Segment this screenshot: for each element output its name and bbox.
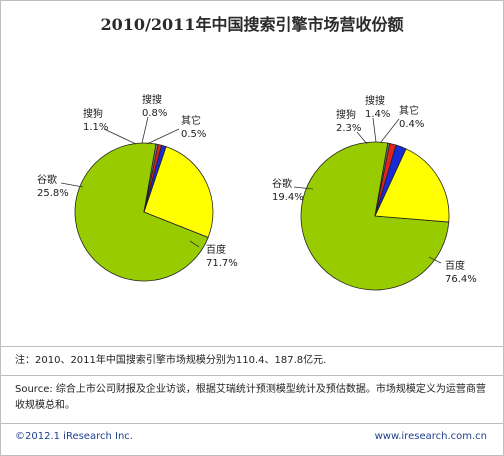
pie-slice-4 (374, 142, 391, 217)
pie-slice-1 (374, 148, 450, 223)
slice-label-3: 搜搜 (365, 94, 385, 107)
leader-line-1 (293, 186, 314, 190)
note-text: 注：2010、2011年中国搜索引擎市场规模分别为110.4、187.8亿元. (15, 355, 327, 366)
pie-charts: 百度 71.7% 谷歌 25.8% 搜狗 1.1% 搜搜 0.8% 其它 0.5% 百度 76.4%… (37, 93, 477, 291)
slice-value-2: 1.1% (83, 122, 108, 133)
leader-line-4 (146, 128, 180, 145)
pie-2010: 百度 71.7% 谷歌 25.8% 搜狗 1.1% 搜搜 0.8% 其它 0.5% (37, 93, 238, 282)
leader-line-4 (380, 118, 400, 143)
chart-title: 2010/2011年中国搜索引擎市场营收份额 (100, 15, 404, 34)
slice-label-3: 搜搜 (142, 93, 162, 106)
leader-line-0 (428, 256, 442, 264)
slice-label-0: 百度 (445, 259, 465, 272)
slice-value-0: 76.4% (445, 274, 477, 285)
leader-line-2 (356, 131, 368, 145)
slice-label-2: 搜狗 (336, 108, 356, 121)
leader-line-2 (103, 128, 137, 145)
slice-value-2: 2.3% (336, 123, 361, 134)
website-link[interactable]: www.iresearch.com.cn (374, 431, 487, 442)
slice-value-3: 1.4% (365, 109, 390, 120)
leader-line-3 (141, 116, 149, 144)
divider-top (1, 346, 503, 347)
divider-middle (1, 375, 503, 376)
leader-line-3 (372, 117, 377, 143)
slice-label-0: 百度 (206, 243, 226, 256)
leader-line-0 (189, 240, 200, 248)
pie-2011: 百度 76.4% 谷歌 19.4% 搜狗 2.3% 搜搜 1.4% 其它 0.4% (272, 94, 477, 291)
pie-slice-1 (143, 146, 214, 238)
slice-value-4: 0.4% (399, 119, 424, 130)
divider-bottom (1, 423, 503, 424)
slice-label-1: 谷歌 (272, 177, 292, 190)
source-text: Source: 综合上市公司财报及企业访谈，根据艾瑞统计预测模型统计及预估数据。… (15, 384, 486, 411)
slice-label-1: 谷歌 (37, 173, 57, 186)
slice-value-0: 71.7% (206, 258, 238, 269)
pie-slice-4 (143, 143, 159, 213)
copyright: ©2012.1 iResearch Inc. (15, 431, 133, 442)
slice-value-1: 19.4% (272, 192, 304, 203)
slice-value-3: 0.8% (142, 108, 167, 119)
slice-value-4: 0.5% (181, 129, 206, 140)
slice-label-2: 搜狗 (83, 107, 103, 120)
slice-label-4: 其它 (181, 114, 201, 127)
pie-slice-0 (74, 142, 209, 282)
leader-line-1 (60, 182, 84, 188)
slice-value-1: 25.8% (37, 188, 69, 199)
slice-label-4: 其它 (399, 104, 419, 117)
